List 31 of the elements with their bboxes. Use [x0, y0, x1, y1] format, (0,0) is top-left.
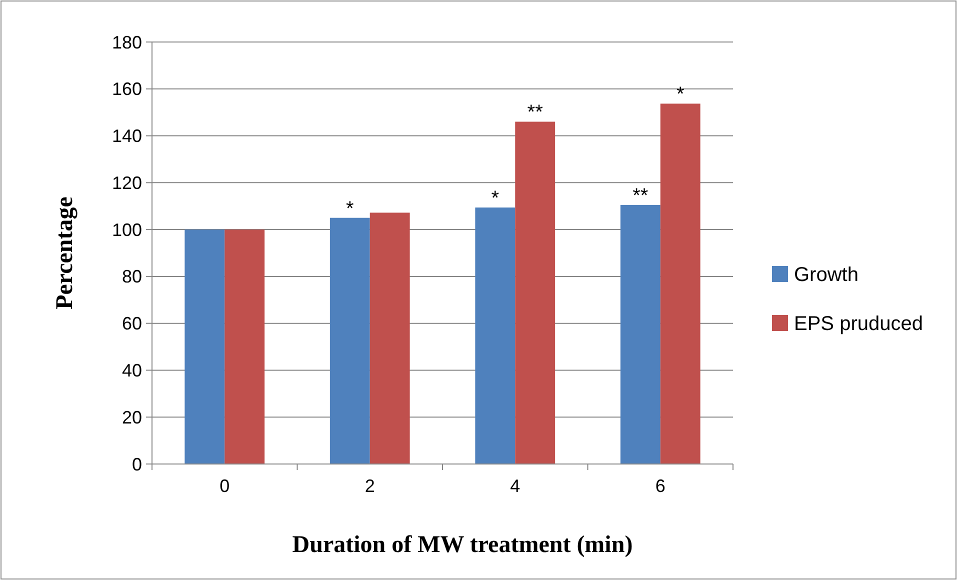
annotation: *	[346, 198, 354, 220]
bar	[515, 122, 556, 464]
annotation: **	[527, 102, 544, 124]
bar	[475, 208, 516, 464]
annotation: *	[676, 84, 684, 106]
y-tick-label: 160	[112, 79, 142, 100]
bar	[660, 104, 700, 464]
y-tick-label: 100	[112, 220, 142, 240]
annotation: *	[491, 188, 500, 210]
bar	[620, 204, 660, 464]
y-tick-label: 60	[122, 314, 142, 334]
y-tick-label: 40	[122, 360, 142, 381]
y-tick-label: 140	[112, 126, 142, 146]
x-tick-label: 4	[510, 476, 520, 496]
bar	[184, 230, 225, 464]
bar	[224, 230, 265, 464]
x-tick-label: 2	[364, 476, 375, 496]
bar	[370, 212, 410, 464]
y-tick-label: 120	[112, 172, 142, 193]
legend-label: Growth	[794, 264, 858, 286]
x-axis-title: Duration of MW treatment (min)	[292, 532, 633, 558]
y-tick-label: 20	[122, 407, 142, 428]
y-tick-label: 0	[132, 454, 142, 474]
annotation: **	[632, 184, 648, 207]
y-axis-title: Percentage	[52, 196, 78, 310]
bar	[330, 218, 370, 464]
y-tick-label: 180	[112, 32, 142, 52]
legend-label: EPS pruduced	[794, 313, 923, 335]
x-tick-label: 0	[220, 476, 230, 496]
y-tick-label: 80	[122, 266, 142, 287]
x-tick-label: 6	[655, 476, 666, 496]
